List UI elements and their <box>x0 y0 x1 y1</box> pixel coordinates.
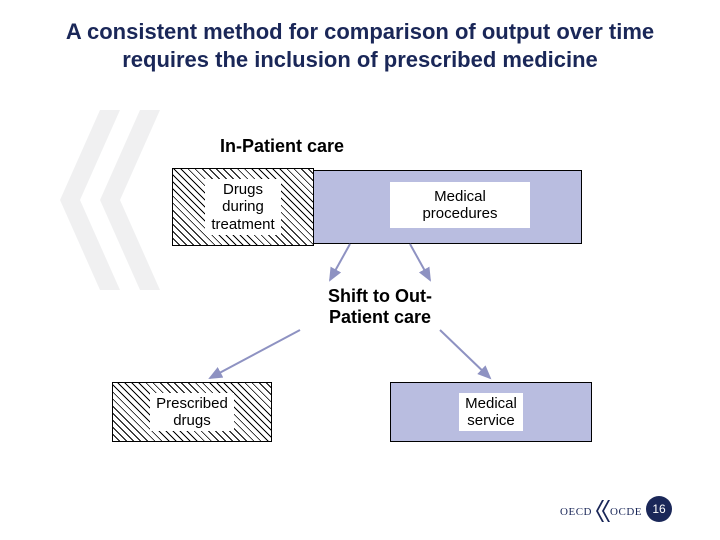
medical-procedures-label: Medical procedures <box>422 188 497 223</box>
logo-oecd-text: OECD <box>560 506 592 518</box>
drugs-during-treatment-label: Drugs during treatment <box>205 179 280 235</box>
page-number: 16 <box>652 502 665 516</box>
medical-service-label: Medical service <box>459 393 523 432</box>
prescribed-drugs-label: Prescribed drugs <box>150 393 234 432</box>
inpatient-label: In-Patient care <box>220 136 344 157</box>
drugs-during-treatment-box: Drugs during treatment <box>172 168 314 246</box>
medical-procedures-box: Medical procedures <box>390 182 530 228</box>
oecd-watermark <box>60 110 180 290</box>
shift-label: Shift to Out- Patient care <box>280 286 480 328</box>
medical-service-box: Medical service <box>390 382 592 442</box>
page-number-badge: 16 <box>646 496 672 522</box>
prescribed-drugs-box: Prescribed drugs <box>112 382 272 442</box>
oecd-logo-icon <box>594 500 610 522</box>
page-title: A consistent method for comparison of ou… <box>50 18 670 73</box>
logo-ocde-text: OCDE <box>610 506 642 518</box>
